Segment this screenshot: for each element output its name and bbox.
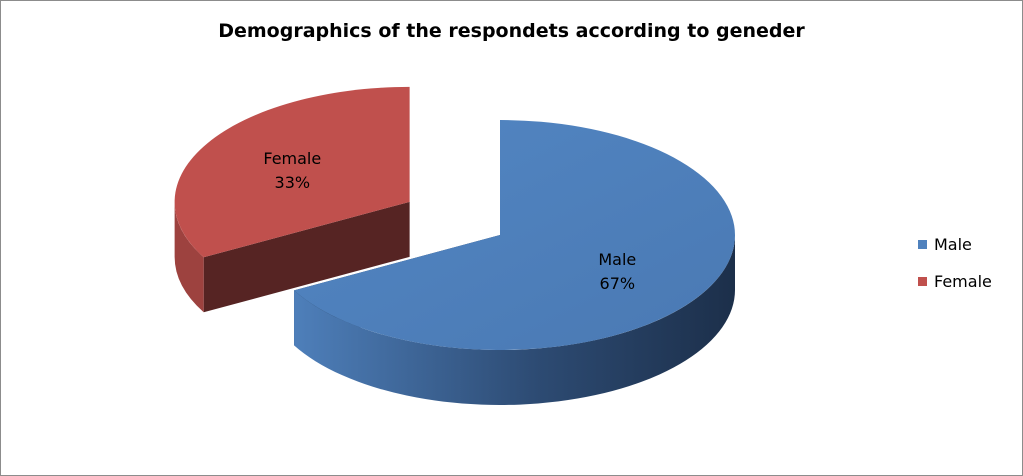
slice-label-value-female: 33% <box>275 173 311 192</box>
pie-slice-female <box>174 86 410 313</box>
legend-label-female: Female <box>934 271 992 291</box>
legend-swatch-female <box>918 276 927 286</box>
pie-slice-female-side-0 <box>174 201 204 313</box>
pie-slice-male-top <box>294 120 735 351</box>
pie-slice-male-side-0 <box>294 235 735 405</box>
legend-item-male: Male <box>918 233 992 255</box>
slice-label-value-male: 67% <box>600 274 636 293</box>
pie-slice-female-face-0 <box>203 201 410 313</box>
chart-title: Demographics of the respondets according… <box>218 20 805 42</box>
legend-label-male: Male <box>934 234 972 254</box>
pie-slice-female-top <box>174 86 410 258</box>
pie-slice-male <box>294 120 735 405</box>
legend-item-female: Female <box>918 270 992 292</box>
slice-label-name-female: Female <box>263 149 321 168</box>
chart-legend: Male Female <box>918 233 992 307</box>
slice-label-name-male: Male <box>598 250 636 269</box>
legend-swatch-male <box>918 239 927 249</box>
